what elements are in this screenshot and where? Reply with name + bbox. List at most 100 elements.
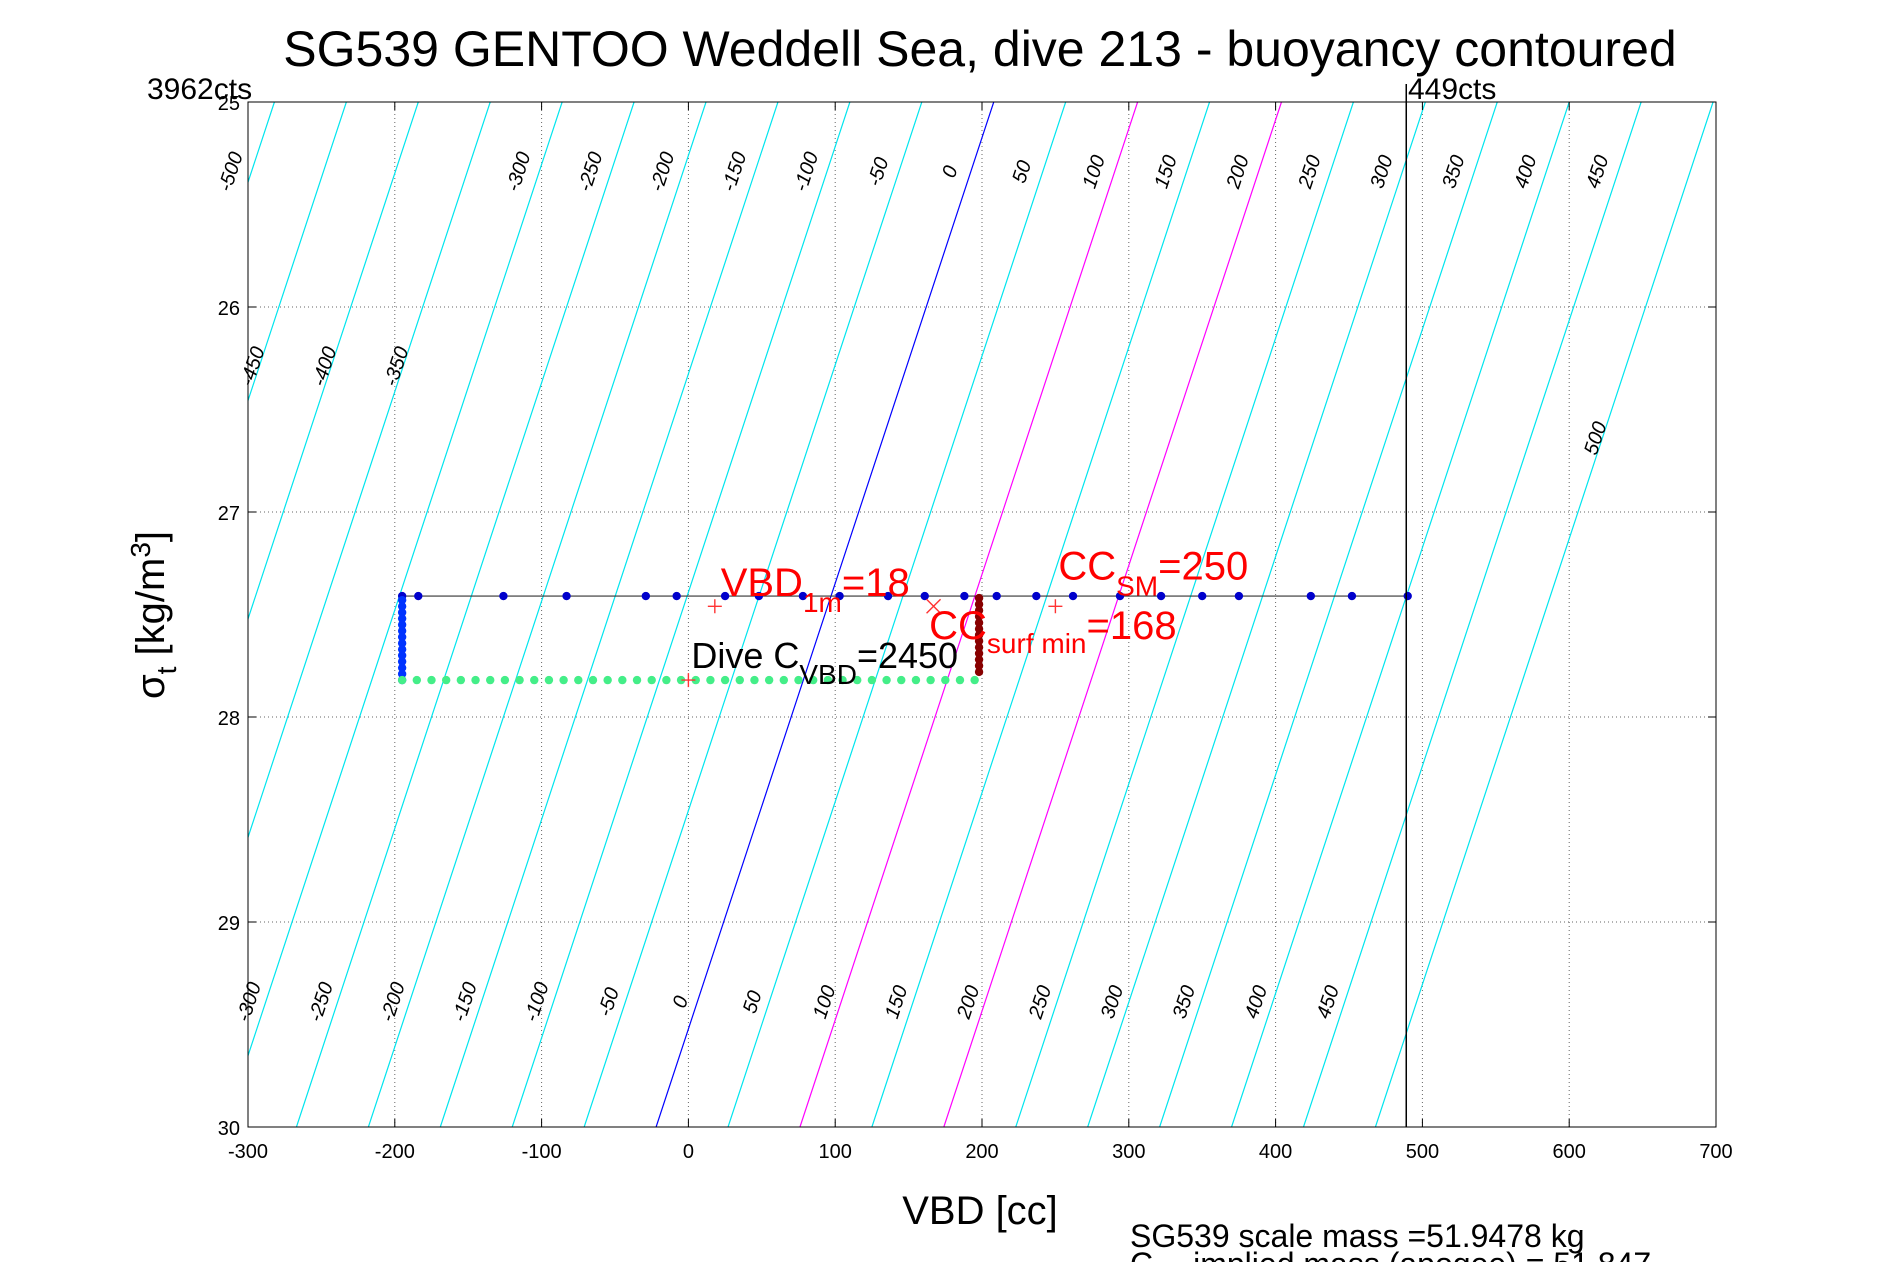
contour-line bbox=[583, 102, 923, 1127]
data-point-dive bbox=[1403, 591, 1412, 601]
x-tick-label: 200 bbox=[965, 1141, 998, 1163]
data-point-climb bbox=[779, 675, 789, 685]
data-point-dive bbox=[835, 591, 844, 601]
contour-line bbox=[367, 102, 707, 1127]
contour-label: 0 bbox=[669, 993, 693, 1010]
x-tick-label: 0 bbox=[683, 1141, 694, 1163]
annotation-dive-c-vbd: Dive CVBD=2450 bbox=[691, 635, 958, 690]
x-tick-label: 500 bbox=[1406, 1141, 1439, 1163]
ann-divec-main: Dive C bbox=[691, 635, 799, 676]
data-point-dive bbox=[499, 591, 508, 601]
data-point-climb bbox=[662, 675, 671, 685]
contour-line bbox=[248, 102, 563, 1058]
x-marker bbox=[926, 598, 942, 614]
contour-label: 400 bbox=[1241, 983, 1272, 1022]
contour-label: 0 bbox=[938, 163, 962, 180]
contour-label: 100 bbox=[809, 983, 840, 1022]
x-tick-label: -100 bbox=[522, 1141, 562, 1163]
data-point-dive-vertical bbox=[397, 645, 407, 654]
x-tick-label: -200 bbox=[375, 1141, 415, 1163]
data-point-climb bbox=[412, 675, 422, 685]
contour-line bbox=[248, 102, 491, 840]
data-point-dive bbox=[754, 591, 764, 601]
data-point-dive-vertical bbox=[397, 651, 407, 660]
data-point-climb bbox=[559, 675, 568, 685]
data-point-dive bbox=[1347, 591, 1357, 601]
footer-implied-rest: implied mass (apogee) = 51.847 bbox=[1193, 1246, 1651, 1262]
data-point-climb bbox=[618, 675, 627, 685]
contour-label: -150 bbox=[718, 149, 751, 194]
data-point-dive bbox=[1068, 591, 1078, 601]
data-point-climb bbox=[456, 675, 466, 685]
contour-label: 350 bbox=[1169, 983, 1200, 1022]
contour-label: 150 bbox=[1151, 153, 1182, 192]
data-point-dive bbox=[992, 591, 1001, 601]
contour-label: 350 bbox=[1438, 153, 1469, 192]
data-point-surface bbox=[974, 649, 984, 658]
x-axis-label: VBD [cc] bbox=[902, 1189, 1058, 1233]
data-point-climb bbox=[530, 675, 539, 685]
data-point-dive bbox=[1198, 591, 1207, 601]
y-tick-label: 27 bbox=[218, 503, 240, 525]
data-point-dive-vertical bbox=[397, 595, 407, 605]
contour-line bbox=[248, 102, 347, 403]
data-point-climb bbox=[397, 675, 407, 685]
x-tick-label: 100 bbox=[819, 1141, 852, 1163]
data-point-climb bbox=[486, 675, 495, 685]
data-point-dive bbox=[720, 591, 730, 601]
contour-label: 300 bbox=[1097, 983, 1128, 1022]
contour-label: 150 bbox=[881, 983, 912, 1022]
data-point-climb bbox=[970, 675, 979, 685]
data-point-dive-vertical bbox=[397, 657, 407, 666]
data-point-climb bbox=[676, 675, 686, 685]
y-axis-label: σt [kg/m3] bbox=[125, 531, 182, 699]
counts-left: 3962cts bbox=[147, 73, 252, 106]
contour-label: -500 bbox=[214, 149, 247, 194]
contour-line bbox=[248, 102, 419, 621]
ann-ccsm-rest: =250 bbox=[1158, 545, 1248, 589]
data-point-surface bbox=[974, 661, 984, 670]
data-point-climb bbox=[588, 675, 598, 685]
contour-label: -450 bbox=[236, 344, 269, 389]
data-point-climb bbox=[838, 675, 847, 685]
contour-label: -300 bbox=[502, 149, 535, 194]
annotation-cc-surf-min: CCsurf min=168 bbox=[929, 604, 1176, 659]
contour-label: -50 bbox=[864, 155, 894, 189]
y-tick-label: 26 bbox=[218, 298, 240, 320]
contour-label: 450 bbox=[1313, 983, 1344, 1022]
data-point-climb bbox=[735, 675, 744, 685]
data-point-climb bbox=[691, 675, 700, 685]
data-point-climb bbox=[794, 675, 803, 685]
y-tick-label: 28 bbox=[218, 708, 240, 730]
data-point-climb bbox=[867, 675, 877, 685]
y-label-unit: [kg/m bbox=[129, 558, 173, 667]
contour-label: 400 bbox=[1510, 153, 1541, 192]
buoyancy-contours bbox=[248, 102, 1714, 1127]
y-label-sub: t bbox=[151, 666, 182, 674]
contour-label: 450 bbox=[1582, 153, 1613, 192]
data-point-dive bbox=[1306, 591, 1316, 601]
data-point-surface bbox=[974, 643, 984, 652]
contour-line bbox=[655, 102, 995, 1127]
data-point-climb bbox=[471, 675, 480, 685]
contour-label: 200 bbox=[953, 983, 985, 1023]
data-point-surface bbox=[974, 655, 984, 664]
ann-divec-sub: VBD bbox=[799, 659, 857, 690]
data-point-climb bbox=[853, 675, 862, 685]
contour-line bbox=[727, 102, 1067, 1127]
y-label-sigma: σ bbox=[129, 674, 173, 699]
contour-label: 300 bbox=[1366, 153, 1397, 192]
plus-marker bbox=[681, 673, 696, 688]
contour-label: 200 bbox=[1222, 153, 1254, 193]
data-point-climb bbox=[882, 675, 891, 685]
data-point-dive-vertical bbox=[397, 626, 407, 636]
footer-implied-mass: Cimplied mass (apogee) = 51.847 bbox=[1130, 1246, 1651, 1262]
data-point-climb bbox=[823, 675, 833, 685]
data-point-dive-vertical bbox=[397, 602, 407, 611]
ann-ccsurf-rest: =168 bbox=[1087, 604, 1177, 648]
ann-ccsurf-sub: surf min bbox=[987, 628, 1087, 659]
annotations: VBD1m=18 CCSM=250 CCsurf min=168 Dive CV… bbox=[691, 545, 1248, 690]
data-point-climb bbox=[647, 675, 656, 685]
data-point-dive bbox=[1032, 591, 1041, 601]
